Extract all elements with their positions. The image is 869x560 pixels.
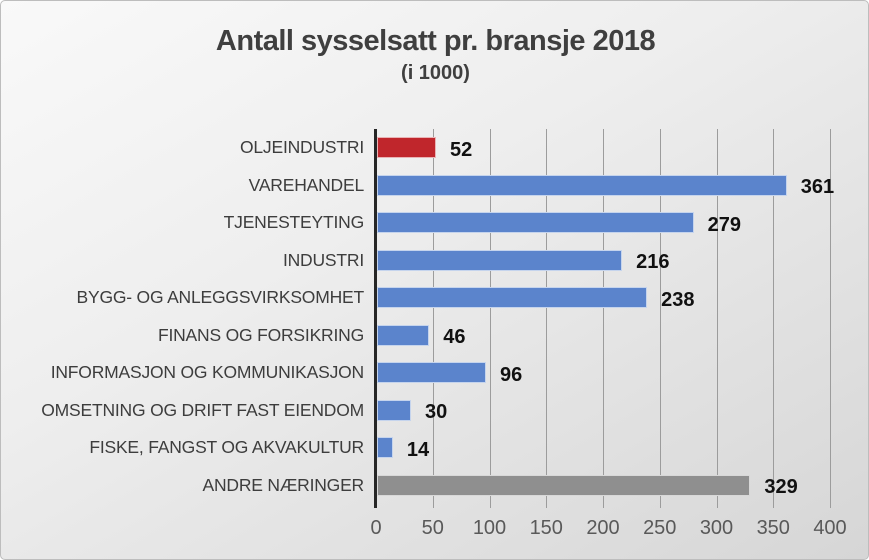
gridline: [489, 129, 491, 508]
gridline: [773, 129, 775, 508]
category-label: VAREHANDEL: [248, 174, 365, 195]
x-axis-tick-label: 250: [643, 517, 677, 539]
gridline: [546, 129, 548, 508]
category-label: BYGG- OG ANLEGGSVIRKSOMHET: [76, 287, 365, 308]
bar-industri: [377, 249, 623, 271]
value-label: 361: [800, 176, 835, 199]
gridline: [830, 129, 831, 508]
bar-tjenesteyting: [377, 212, 694, 234]
category-label: FINANS OG FORSIKRING: [157, 324, 364, 345]
x-axis-tick-label: 400: [813, 517, 847, 539]
bar-oljeindustri: [377, 137, 437, 159]
value-label: 279: [707, 213, 742, 236]
chart-subtitle: (i 1000): [401, 62, 470, 85]
bar-varehandel: [377, 174, 787, 196]
category-label: OMSETNING OG DRIFT FAST EIENDOM: [41, 399, 364, 420]
x-axis-tick-label: 0: [370, 517, 382, 539]
y-axis-line: [374, 129, 377, 508]
category-label: INFORMASJON OG KOMMUNIKASJON: [50, 362, 365, 383]
category-label: ANDRE NÆRINGER: [202, 474, 364, 495]
category-label: FISKE, FANGST OG AKVAKULTUR: [89, 437, 364, 458]
x-axis-tick-label: 100: [472, 517, 507, 539]
value-label: 216: [636, 251, 670, 274]
chart-title: Antall sysselsatt pr. bransje 2018: [215, 25, 656, 57]
x-axis-tick-label: 200: [586, 517, 620, 539]
value-label: 329: [764, 476, 798, 499]
gridline: [659, 129, 661, 508]
gridline: [432, 129, 434, 508]
x-axis-tick-label: 350: [756, 517, 790, 539]
bar-informasjon-og-kommunikasjon: [377, 362, 486, 384]
value-label: 96: [499, 363, 523, 386]
value-label: 46: [443, 326, 466, 349]
bar-andre-næringer: [377, 474, 751, 496]
bar-bygg-og-anleggsvirksomhet: [377, 287, 648, 309]
value-label: 30: [425, 401, 448, 424]
chart-header: Antall sysselsatt pr. bransje 2018 (i 10…: [1, 25, 868, 85]
bar-finans-og-forsikring: [377, 324, 430, 346]
category-label: OLJEINDUSTRI: [239, 137, 364, 158]
category-label: TJENESTEYTING: [223, 212, 365, 233]
value-label: 238: [661, 288, 695, 311]
value-label: 14: [406, 438, 430, 461]
value-label: 52: [450, 138, 473, 161]
gridline: [716, 129, 718, 508]
bar-fiske-fangst-og-akvakultur: [377, 437, 393, 459]
x-axis-tick-label: 150: [529, 517, 563, 539]
x-axis-tick-label: 300: [699, 517, 734, 539]
x-axis-tick-label: 50: [421, 517, 444, 539]
category-label: INDUSTRI: [282, 249, 364, 270]
gridline: [603, 129, 604, 508]
bar-omsetning-og-drift-fast-eiendom: [377, 399, 412, 421]
